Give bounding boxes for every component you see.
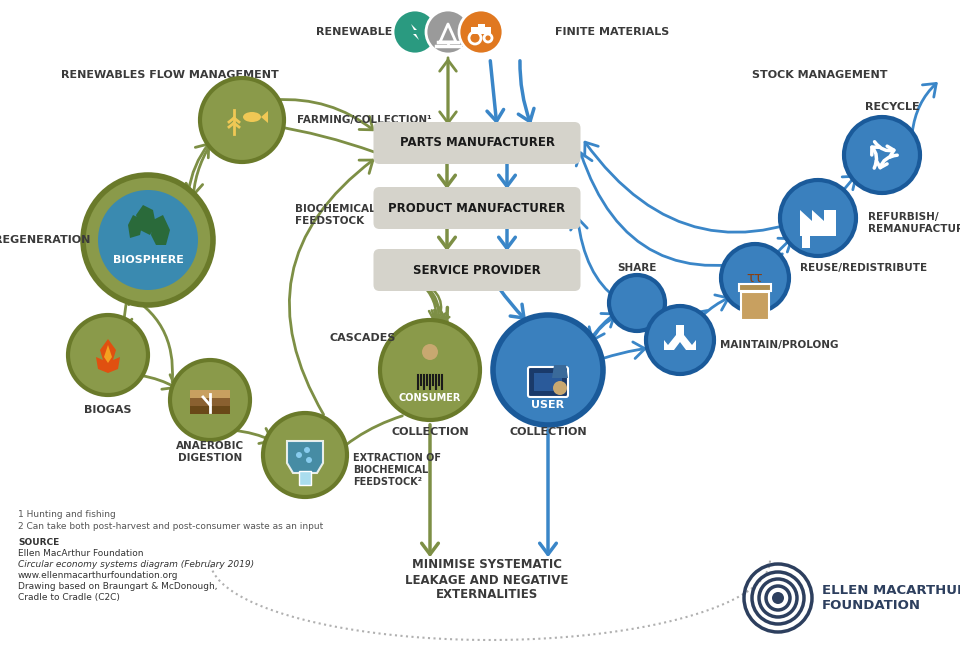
Circle shape — [721, 244, 789, 312]
Circle shape — [304, 447, 310, 453]
Text: RENEWABLES FLOW MANAGEMENT: RENEWABLES FLOW MANAGEMENT — [61, 70, 278, 80]
Text: FARMING/COLLECTION¹: FARMING/COLLECTION¹ — [297, 115, 432, 125]
Text: SERVICE PROVIDER: SERVICE PROVIDER — [413, 263, 540, 276]
Circle shape — [553, 381, 567, 395]
FancyBboxPatch shape — [299, 471, 311, 485]
Circle shape — [380, 320, 480, 420]
Circle shape — [459, 10, 503, 54]
FancyBboxPatch shape — [190, 398, 230, 406]
Circle shape — [844, 117, 920, 193]
Polygon shape — [739, 284, 771, 291]
Text: ττ: ττ — [747, 271, 763, 285]
Text: Circular economy systems diagram (February 2019): Circular economy systems diagram (Februa… — [18, 560, 254, 569]
Text: COLLECTION: COLLECTION — [391, 427, 468, 437]
Text: 1 Hunting and fishing: 1 Hunting and fishing — [18, 510, 116, 519]
Text: SOURCE: SOURCE — [18, 538, 60, 547]
Text: EXTRACTION OF
BIOCHEMICAL
FEEDSTOCK²: EXTRACTION OF BIOCHEMICAL FEEDSTOCK² — [353, 454, 441, 487]
FancyBboxPatch shape — [373, 122, 581, 164]
Text: USER: USER — [532, 400, 564, 410]
Text: REGENERATION: REGENERATION — [0, 235, 90, 245]
Circle shape — [170, 360, 250, 440]
FancyBboxPatch shape — [373, 187, 581, 229]
FancyBboxPatch shape — [741, 292, 769, 320]
Text: COLLECTION: COLLECTION — [509, 427, 587, 437]
Text: MINIMISE SYSTEMATIC
LEAKAGE AND NEGATIVE
EXTERNALITIES: MINIMISE SYSTEMATIC LEAKAGE AND NEGATIVE… — [405, 559, 568, 602]
Circle shape — [263, 413, 347, 497]
FancyBboxPatch shape — [373, 249, 581, 291]
Text: STOCK MANAGEMENT: STOCK MANAGEMENT — [753, 70, 888, 80]
Text: 2 Can take both post-harvest and post-consumer waste as an input: 2 Can take both post-harvest and post-co… — [18, 522, 324, 531]
Text: FINITE MATERIALS: FINITE MATERIALS — [555, 27, 669, 37]
Circle shape — [296, 452, 302, 458]
Circle shape — [780, 180, 856, 256]
Polygon shape — [287, 441, 323, 473]
Circle shape — [426, 10, 470, 54]
Polygon shape — [151, 215, 170, 245]
Text: Cradle to Cradle (C2C): Cradle to Cradle (C2C) — [18, 593, 120, 602]
FancyBboxPatch shape — [534, 373, 562, 391]
Circle shape — [493, 315, 603, 425]
Circle shape — [609, 275, 665, 331]
Polygon shape — [552, 365, 568, 378]
Circle shape — [200, 78, 284, 162]
Polygon shape — [128, 215, 143, 238]
Text: CASCADES: CASCADES — [330, 333, 396, 343]
Circle shape — [306, 457, 312, 463]
FancyBboxPatch shape — [190, 390, 230, 398]
Ellipse shape — [243, 112, 261, 122]
Text: ELLEN MACARTHUR
FOUNDATION: ELLEN MACARTHUR FOUNDATION — [822, 584, 960, 612]
Text: PARTS MANUFACTURER: PARTS MANUFACTURER — [399, 136, 555, 149]
Text: REFURBISH/
REMANUFACTURE: REFURBISH/ REMANUFACTURE — [868, 212, 960, 234]
FancyBboxPatch shape — [528, 367, 568, 397]
Text: Drawing based on Braungart & McDonough,: Drawing based on Braungart & McDonough, — [18, 582, 218, 591]
Polygon shape — [411, 24, 419, 40]
Text: CONSUMER: CONSUMER — [398, 393, 461, 403]
Polygon shape — [96, 339, 120, 373]
Circle shape — [646, 306, 714, 374]
FancyBboxPatch shape — [802, 234, 810, 248]
Circle shape — [83, 175, 213, 305]
Text: Ellen MacArthur Foundation: Ellen MacArthur Foundation — [18, 549, 143, 558]
Polygon shape — [104, 345, 112, 363]
Text: REUSE/REDISTRIBUTE: REUSE/REDISTRIBUTE — [800, 263, 927, 273]
Circle shape — [772, 592, 784, 604]
FancyBboxPatch shape — [190, 406, 230, 414]
Text: SHARE: SHARE — [617, 263, 657, 273]
Circle shape — [98, 190, 198, 290]
Text: BIOGAS: BIOGAS — [84, 405, 132, 415]
Text: BIOSPHERE: BIOSPHERE — [112, 255, 183, 265]
Circle shape — [393, 10, 437, 54]
Polygon shape — [261, 111, 268, 123]
Circle shape — [422, 344, 438, 360]
Text: MAINTAIN/PROLONG: MAINTAIN/PROLONG — [720, 340, 838, 350]
Text: RENEWABLES: RENEWABLES — [316, 27, 400, 37]
Polygon shape — [800, 210, 836, 236]
Polygon shape — [664, 325, 696, 350]
Text: www.ellenmacarthurfoundation.org: www.ellenmacarthurfoundation.org — [18, 571, 179, 580]
Text: RECYCLE: RECYCLE — [865, 102, 920, 112]
Polygon shape — [136, 205, 156, 235]
Text: BIOCHEMICAL
FEEDSTOCK: BIOCHEMICAL FEEDSTOCK — [295, 204, 375, 226]
Circle shape — [68, 315, 148, 395]
Text: PRODUCT MANUFACTURER: PRODUCT MANUFACTURER — [389, 201, 565, 215]
Text: ANAEROBIC
DIGESTION: ANAEROBIC DIGESTION — [176, 441, 244, 463]
Polygon shape — [471, 24, 491, 34]
